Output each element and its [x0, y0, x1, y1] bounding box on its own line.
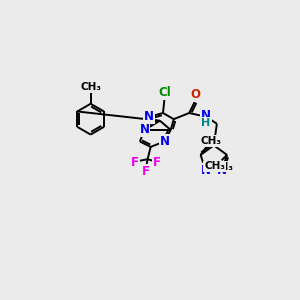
Text: F: F — [142, 165, 150, 178]
Text: F: F — [153, 156, 161, 169]
Text: O: O — [190, 88, 200, 101]
Text: CH₃: CH₃ — [201, 136, 222, 146]
Text: F: F — [131, 156, 139, 169]
Text: Cl: Cl — [158, 86, 171, 100]
Text: CH₃: CH₃ — [204, 161, 225, 172]
Text: CH₃: CH₃ — [80, 82, 101, 92]
Text: N: N — [160, 135, 170, 148]
Text: N: N — [217, 164, 227, 177]
Text: N: N — [201, 164, 211, 177]
Text: N: N — [140, 123, 149, 136]
Text: H: H — [202, 118, 211, 128]
Text: CH₃: CH₃ — [213, 162, 234, 172]
Text: N: N — [201, 109, 211, 122]
Text: N: N — [144, 110, 154, 123]
